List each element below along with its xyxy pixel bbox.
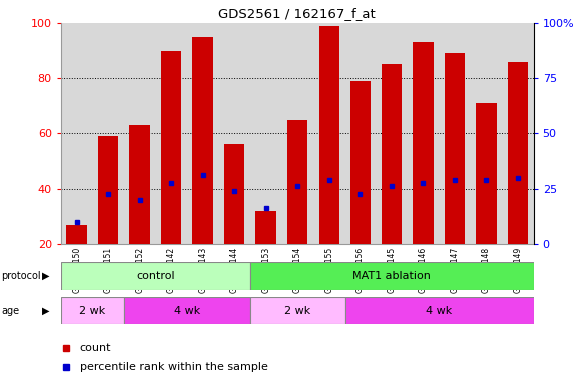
- Bar: [124, 297, 250, 324]
- Bar: [287, 120, 307, 244]
- Text: ▶: ▶: [42, 306, 49, 316]
- Bar: [98, 136, 118, 244]
- Bar: [250, 297, 345, 324]
- Bar: [445, 53, 465, 244]
- Bar: [350, 81, 371, 244]
- Bar: [250, 262, 534, 290]
- Text: percentile rank within the sample: percentile rank within the sample: [80, 362, 268, 372]
- Bar: [67, 225, 87, 244]
- Text: age: age: [1, 306, 19, 316]
- Bar: [61, 297, 124, 324]
- Bar: [508, 62, 528, 244]
- Bar: [193, 37, 213, 244]
- Bar: [413, 42, 433, 244]
- Bar: [345, 297, 534, 324]
- Bar: [161, 51, 182, 244]
- Bar: [382, 65, 402, 244]
- Text: control: control: [136, 271, 175, 281]
- Bar: [224, 144, 244, 244]
- Title: GDS2561 / 162167_f_at: GDS2561 / 162167_f_at: [219, 7, 376, 20]
- Bar: [476, 103, 496, 244]
- Text: 2 wk: 2 wk: [79, 306, 106, 316]
- Bar: [256, 211, 276, 244]
- Bar: [318, 26, 339, 244]
- Text: count: count: [80, 343, 111, 353]
- Bar: [61, 262, 250, 290]
- Text: MAT1 ablation: MAT1 ablation: [353, 271, 431, 281]
- Text: 2 wk: 2 wk: [284, 306, 310, 316]
- Bar: [129, 125, 150, 244]
- Text: protocol: protocol: [1, 271, 41, 281]
- Text: 4 wk: 4 wk: [426, 306, 452, 316]
- Text: ▶: ▶: [42, 271, 49, 281]
- Text: 4 wk: 4 wk: [174, 306, 200, 316]
